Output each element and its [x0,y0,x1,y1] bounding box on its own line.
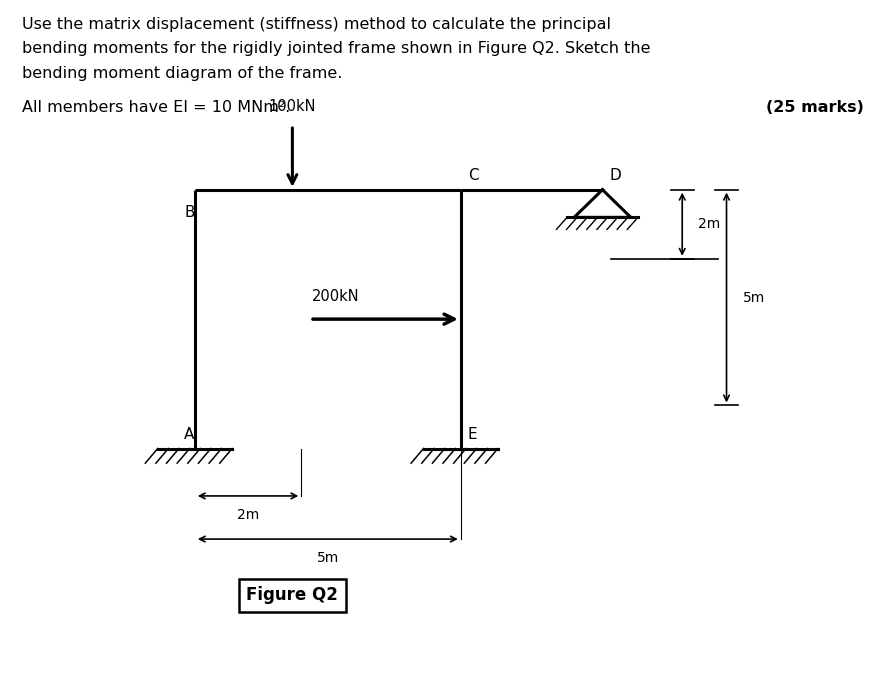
Text: 200kN: 200kN [312,288,360,304]
Text: A: A [184,426,195,442]
Text: C: C [468,168,478,183]
Text: bending moments for the rigidly jointed frame shown in Figure Q2. Sketch the: bending moments for the rigidly jointed … [22,41,650,57]
Text: All members have EI = 10 MNm².: All members have EI = 10 MNm². [22,100,291,115]
Text: Figure Q2: Figure Q2 [246,586,338,604]
Text: bending moment diagram of the frame.: bending moment diagram of the frame. [22,66,343,81]
Text: (25 marks): (25 marks) [766,100,864,115]
Text: 5m: 5m [742,290,765,304]
Text: 5m: 5m [316,551,339,565]
Text: B: B [184,206,195,220]
Text: E: E [468,426,478,442]
Text: 100kN: 100kN [268,99,316,114]
Text: Use the matrix displacement (stiffness) method to calculate the principal: Use the matrix displacement (stiffness) … [22,17,611,32]
Text: 2m: 2m [698,217,720,231]
Text: 2m: 2m [237,508,260,522]
Text: D: D [610,168,621,183]
